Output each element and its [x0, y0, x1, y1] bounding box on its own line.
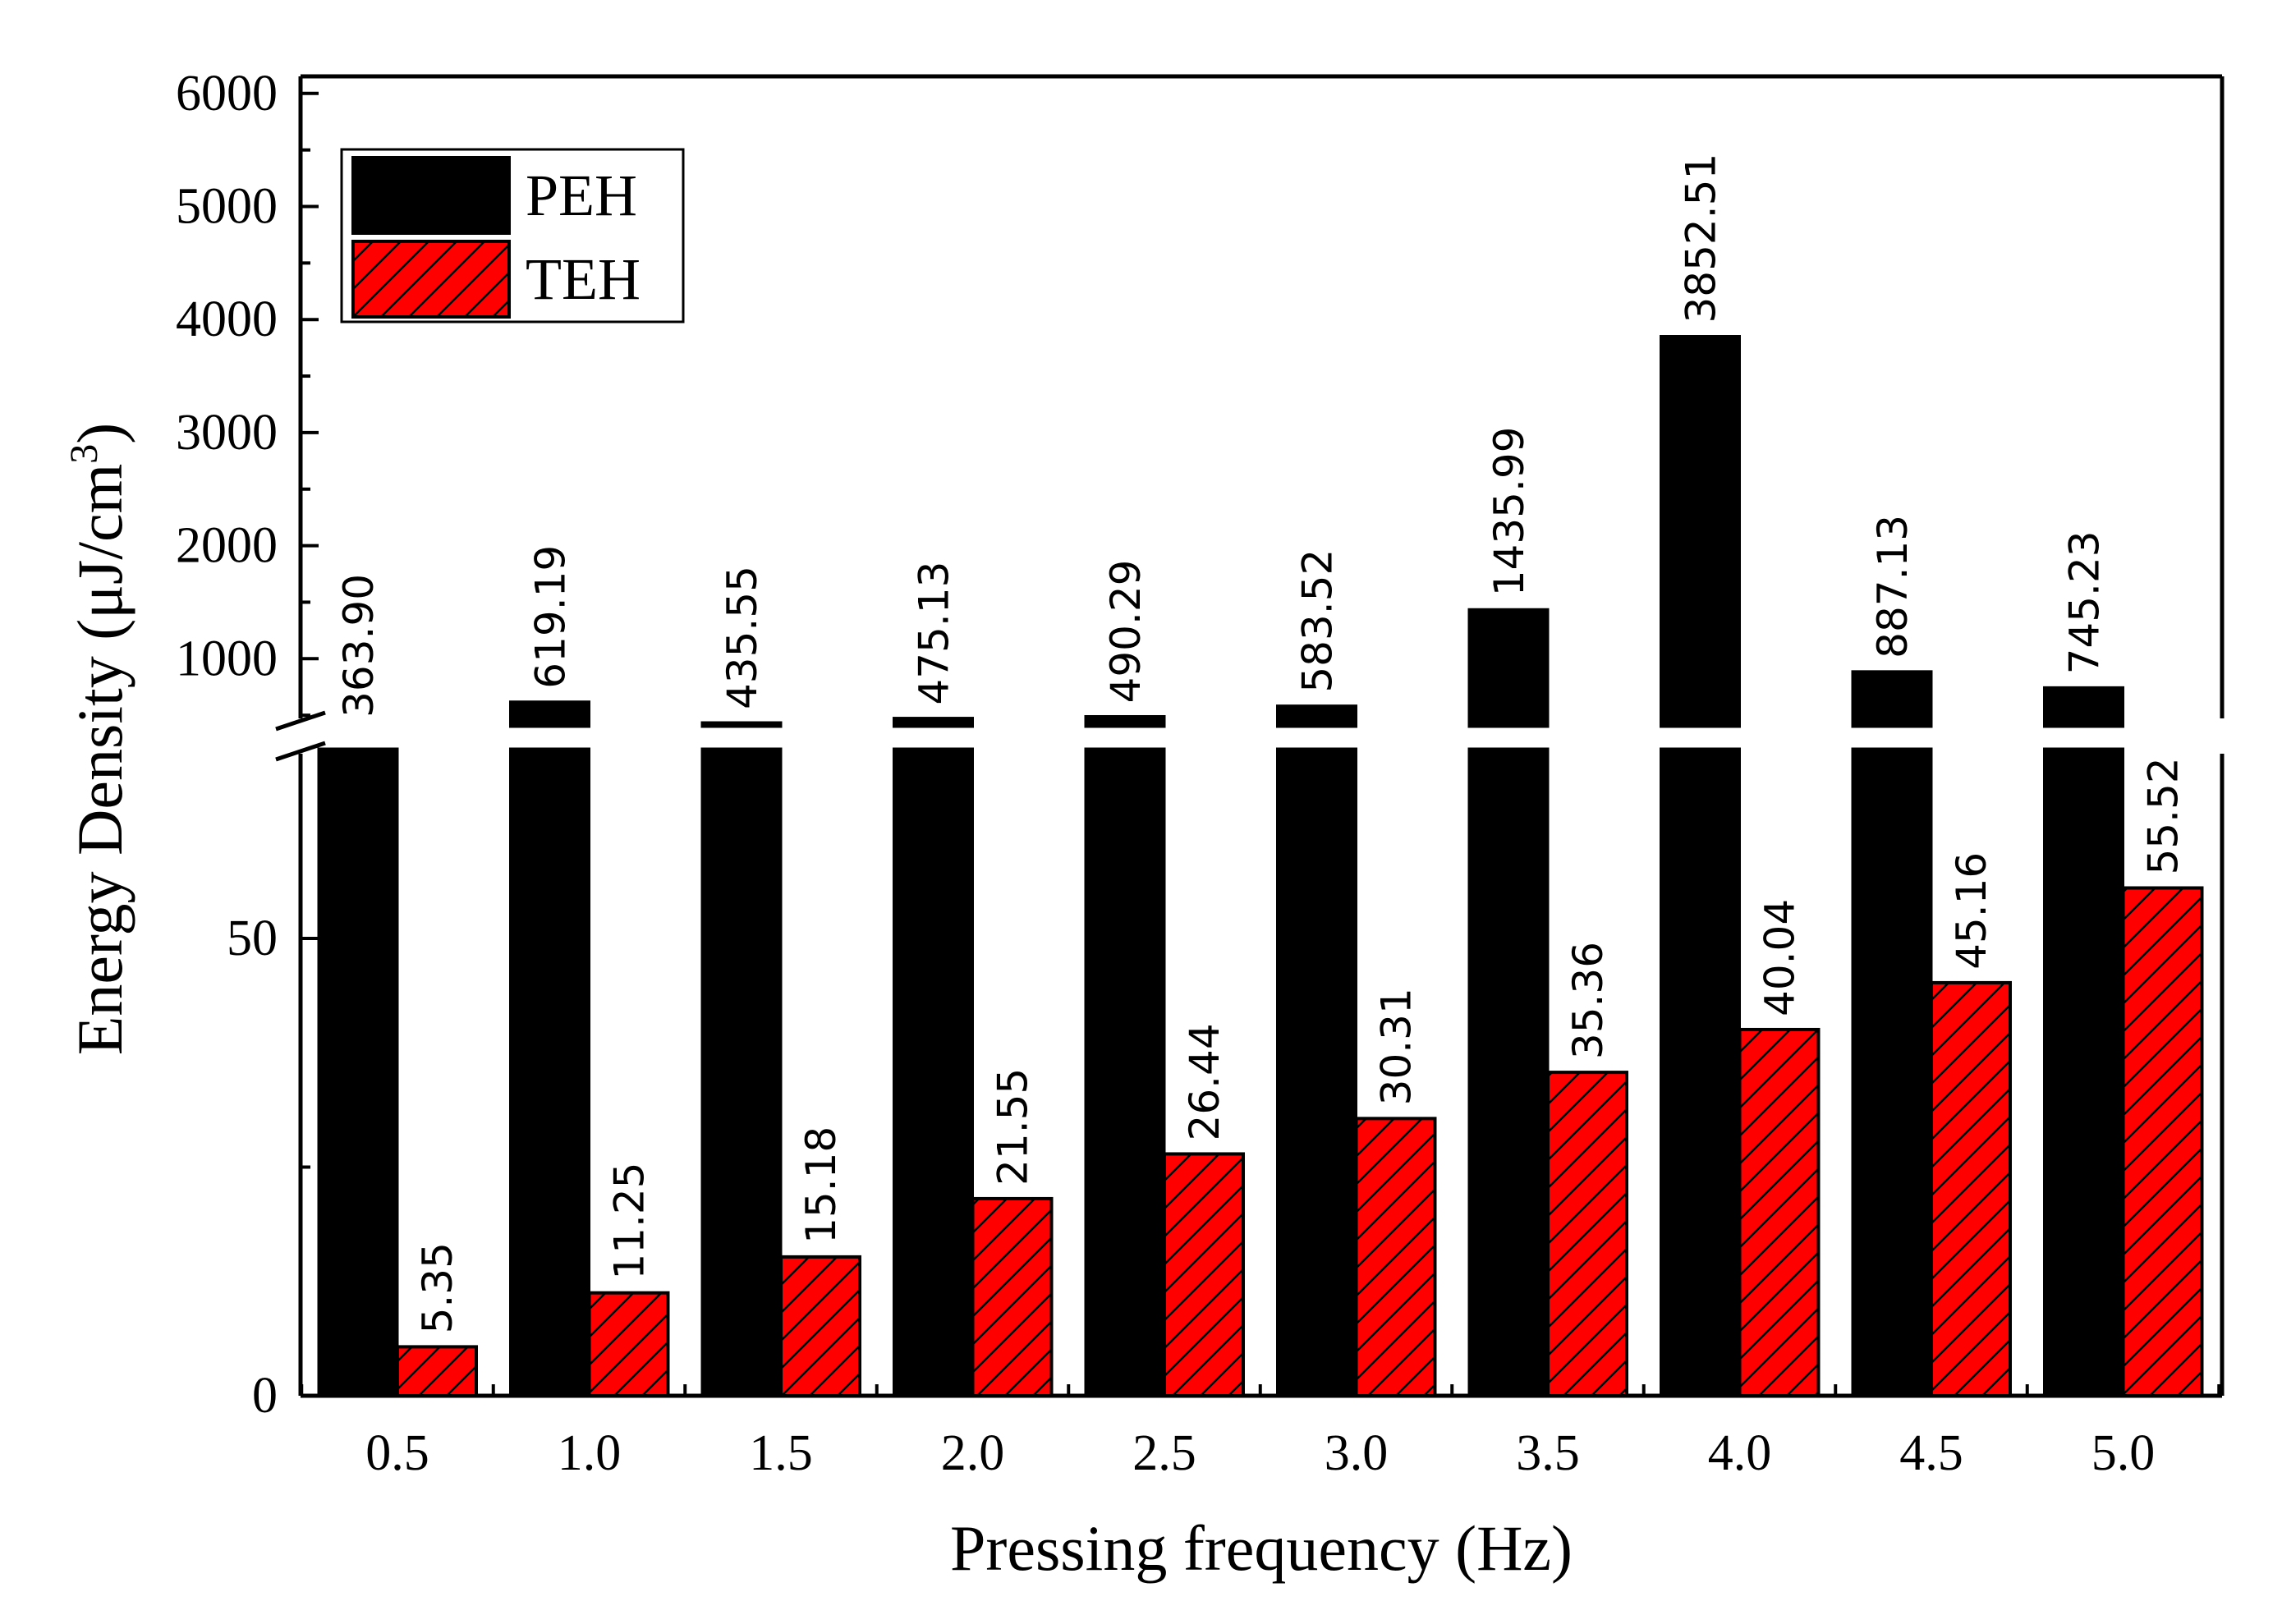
- x-tick-label: 3.5: [1516, 1425, 1580, 1481]
- bar-peh-lower: [317, 747, 399, 1397]
- x-tick-label: 4.5: [1899, 1425, 1963, 1481]
- y-tick-label-lower: 50: [227, 911, 278, 966]
- bars: [317, 335, 2204, 1398]
- bar-teh: [1930, 980, 2012, 1397]
- bar-peh-upper: [1467, 608, 1550, 728]
- y-tick-label-lower: 0: [252, 1368, 278, 1424]
- bar-peh-upper: [700, 721, 783, 728]
- bar-peh-lower: [1851, 747, 1933, 1397]
- x-tick-label: 4.0: [1708, 1425, 1772, 1481]
- data-label-peh: 363.90: [335, 574, 383, 718]
- data-label-peh: 435.55: [719, 566, 766, 709]
- data-label-peh: 475.13: [911, 562, 958, 705]
- x-tick-label: 5.0: [2091, 1425, 2156, 1481]
- data-label-teh: 30.31: [1373, 988, 1421, 1105]
- break-mark-bottom: [275, 741, 326, 762]
- x-tick-label: 1.5: [749, 1425, 813, 1481]
- bar-teh: [1354, 1117, 1437, 1397]
- y-tick-label-upper: 5000: [176, 179, 278, 235]
- data-label-peh: 3852.51: [1678, 154, 1725, 323]
- bar-peh-lower: [1276, 747, 1357, 1397]
- data-label-teh: 26.44: [1181, 1023, 1228, 1140]
- legend-swatch-peh: [351, 156, 511, 235]
- bar-teh: [1163, 1152, 1245, 1397]
- legend-swatch-teh: [351, 240, 511, 319]
- legend-label-teh: TEH: [526, 246, 641, 312]
- x-tick-label: 0.5: [365, 1425, 429, 1481]
- y-axis-title-main: Energy Density (μJ/cm: [64, 464, 135, 1056]
- data-label-teh: 55.52: [2140, 757, 2188, 874]
- bar-teh: [396, 1345, 478, 1397]
- data-label-peh: 745.23: [2061, 530, 2109, 674]
- break-mark-top: [275, 710, 326, 732]
- data-label-peh: 490.29: [1102, 560, 1150, 704]
- bar-peh-lower: [700, 747, 783, 1397]
- data-label-teh: 15.18: [797, 1126, 845, 1244]
- bar-teh: [779, 1255, 861, 1397]
- bar-peh-upper: [509, 700, 590, 728]
- data-label-teh: 11.25: [606, 1163, 654, 1280]
- bar-peh-lower: [893, 747, 974, 1397]
- bar-peh-upper: [893, 717, 974, 728]
- x-tick-labels: 0.5 1.0 1.5 2.0 2.5 3.0 3.5 4.0 4.5 5.0: [365, 1425, 2155, 1481]
- axis-break-marks: [275, 710, 326, 762]
- bar-teh: [971, 1196, 1054, 1397]
- x-axis-title: Pressing frequency (Hz): [950, 1512, 1573, 1584]
- x-tick-label: 2.5: [1132, 1425, 1196, 1481]
- y-axis-title-close: ): [64, 423, 135, 444]
- bar-teh: [2121, 886, 2204, 1397]
- bar-peh-lower: [2043, 747, 2124, 1397]
- data-label-teh: 21.55: [989, 1068, 1037, 1186]
- bar-peh-upper: [1084, 714, 1166, 728]
- data-label-teh: 40.04: [1756, 899, 1804, 1016]
- y-tick-labels: 1000 2000 3000 4000 5000 6000 0 50: [176, 66, 278, 1424]
- legend: PEH TEH: [340, 148, 685, 323]
- y-axis-title-sup: 3: [62, 444, 106, 464]
- x-tick-label: 3.0: [1325, 1425, 1389, 1481]
- data-label-peh: 887.13: [1869, 515, 1917, 658]
- x-tick-label: 2.0: [941, 1425, 1005, 1481]
- bar-peh-lower: [509, 747, 590, 1397]
- bar-teh: [1738, 1027, 1821, 1397]
- data-label-teh: 45.16: [1948, 852, 1995, 970]
- data-label-peh: 1435.99: [1485, 426, 1533, 596]
- bar-peh-lower: [1660, 747, 1741, 1397]
- data-label-teh: 35.36: [1564, 942, 1612, 1059]
- data-label-teh: 5.35: [414, 1242, 461, 1333]
- y-tick-label-upper: 6000: [176, 66, 278, 122]
- bar-peh-upper: [2043, 686, 2124, 728]
- y-tick-label-upper: 1000: [176, 631, 278, 686]
- y-axis-title: Energy Density (μJ/cm3): [62, 423, 135, 1056]
- bar-peh-upper: [1660, 335, 1741, 728]
- x-tick-label: 1.0: [558, 1425, 622, 1481]
- ticks: [300, 91, 2221, 1397]
- data-labels: 363.90 5.35 619.19 11.25 435.55 15.18 475.13 21…: [335, 154, 2188, 1334]
- bar-peh-upper: [1851, 670, 1933, 728]
- bar-teh: [587, 1291, 670, 1398]
- data-label-peh: 619.19: [527, 545, 575, 689]
- bar-peh-lower: [1084, 747, 1166, 1397]
- data-label-peh: 583.52: [1294, 549, 1342, 693]
- y-tick-label-upper: 2000: [176, 518, 278, 574]
- bar-peh-lower: [1467, 747, 1550, 1397]
- y-tick-label-upper: 4000: [176, 291, 278, 347]
- upper-axis-frame: [298, 74, 2225, 718]
- bar-teh: [1546, 1071, 1628, 1397]
- bar-peh-upper: [1276, 704, 1357, 728]
- legend-label-peh: PEH: [526, 163, 637, 228]
- y-tick-label-upper: 3000: [176, 405, 278, 461]
